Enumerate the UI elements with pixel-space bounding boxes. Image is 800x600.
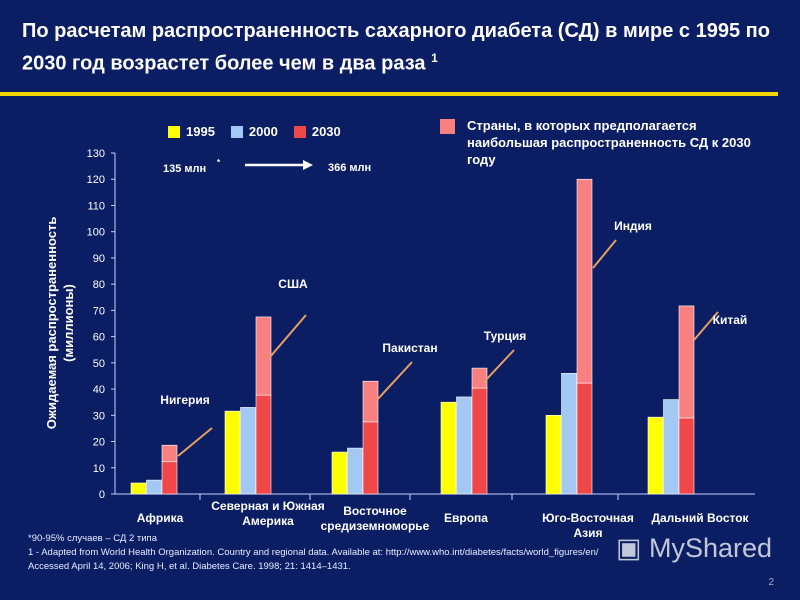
- footnote: Accessed April 14, 2006; King H, et al. …: [28, 561, 351, 572]
- title-text: По расчетам распространенность сахарного…: [22, 20, 770, 75]
- y-tick-label: 90: [93, 253, 105, 265]
- slide-title: По расчетам распространенность сахарного…: [22, 18, 782, 78]
- y-tick-label: 110: [87, 200, 105, 212]
- leader-line: [592, 239, 617, 269]
- total-1995: 135 млн: [163, 163, 206, 175]
- bar-2030: [678, 417, 695, 495]
- bar-2030: [161, 461, 178, 495]
- y-tick-label: 10: [93, 463, 105, 475]
- y-tick-label: 100: [87, 227, 105, 239]
- leader-line: [483, 349, 515, 383]
- legend-item-1995: 1995: [168, 124, 215, 139]
- country-label: Китай: [713, 313, 748, 327]
- y-axis-label: Ожидаемая распространенность (миллионы): [44, 217, 76, 430]
- x-category-label: Европа: [444, 511, 488, 525]
- bar-2000: [561, 373, 577, 495]
- legend-swatch: [293, 125, 306, 138]
- total-footnote-mark: *: [217, 158, 221, 167]
- x-category-label: Африка: [137, 511, 184, 525]
- y-tick-label: 0: [99, 489, 105, 501]
- leader-line: [177, 427, 213, 457]
- legend-item-2000: 2000: [230, 124, 278, 139]
- total-2030: 366 млн: [328, 162, 371, 174]
- legend-label: 1995: [186, 124, 215, 139]
- bar-2030-highlight: [362, 380, 379, 423]
- country-label: США: [278, 277, 308, 291]
- title-underline: [0, 92, 778, 96]
- country-label: Индия: [614, 219, 652, 233]
- bar-1995: [130, 482, 147, 495]
- bar-1995: [331, 451, 348, 495]
- country-label: Нигерия: [160, 393, 209, 407]
- x-category-label: Юго-Восточная Азия: [542, 511, 634, 540]
- bar-2030-highlight: [678, 305, 695, 419]
- legend-label: 2000: [248, 124, 278, 139]
- bar-2030: [255, 394, 272, 495]
- leader-line: [376, 361, 413, 401]
- y-tick-label: 80: [93, 279, 105, 291]
- legend-label: 2030: [311, 124, 341, 139]
- country-label: Турция: [484, 329, 526, 343]
- footnote: *90-95% случаев – СД 2 типа: [28, 533, 157, 544]
- bar-1995: [440, 401, 457, 495]
- bar-2030: [362, 421, 379, 495]
- y-tick-label: 130: [87, 148, 105, 160]
- bar-2000: [663, 399, 679, 495]
- leader-line: [693, 311, 719, 341]
- footnotes: *90-95% случаев – СД 2 типа 1 - Adapted …: [28, 532, 599, 574]
- legend-item-2030: 2030: [293, 124, 341, 139]
- watermark-text: MyShared: [649, 533, 773, 563]
- bar-1995: [545, 415, 562, 495]
- bar-2030-highlight: [576, 178, 593, 384]
- x-category-label: Северная и Южная Америка: [211, 499, 324, 528]
- highlight-legend-text: Страны, в которых предполагается наиболь…: [467, 118, 751, 167]
- bar-2030-highlight: [255, 316, 272, 396]
- watermark-logo: ▣ MyShared: [616, 533, 773, 563]
- arrow-right-icon: [303, 160, 313, 170]
- legend-swatch: [230, 125, 243, 138]
- y-tick-label: 70: [93, 305, 105, 317]
- footnote: 1 - Adapted from World Health Organizati…: [28, 547, 599, 558]
- highlight-legend: Страны, в которых предполагается наиболь…: [440, 117, 780, 168]
- bar-2000: [347, 447, 363, 495]
- leader-line: [269, 314, 307, 358]
- y-tick-label: 120: [87, 174, 105, 186]
- title-footnote-mark: 1: [431, 51, 438, 65]
- y-tick-label: 20: [93, 437, 105, 449]
- bar-2000: [240, 407, 256, 495]
- x-category-label: Восточное средиземноморье: [321, 504, 430, 533]
- bar-2000: [146, 479, 162, 495]
- x-category-label: Дальний Восток: [651, 511, 749, 525]
- bar-2030: [576, 382, 593, 495]
- y-tick-label: 60: [93, 332, 105, 344]
- page-number: 2: [768, 577, 774, 588]
- bar-2030-highlight: [161, 444, 178, 463]
- bar-2030-highlight: [471, 367, 488, 389]
- bar-2000: [456, 396, 472, 495]
- legend-swatch: [168, 125, 180, 138]
- bar-1995: [224, 410, 241, 495]
- y-tick-label: 40: [93, 384, 105, 396]
- legend: 1995 2000 2030: [168, 124, 341, 139]
- bar-2030: [471, 387, 488, 495]
- y-tick-label: 30: [93, 410, 105, 422]
- bar-1995: [647, 416, 664, 495]
- country-label: Пакистан: [382, 341, 437, 355]
- y-tick-label: 50: [93, 358, 105, 370]
- legend-swatch-highlight: [440, 119, 455, 134]
